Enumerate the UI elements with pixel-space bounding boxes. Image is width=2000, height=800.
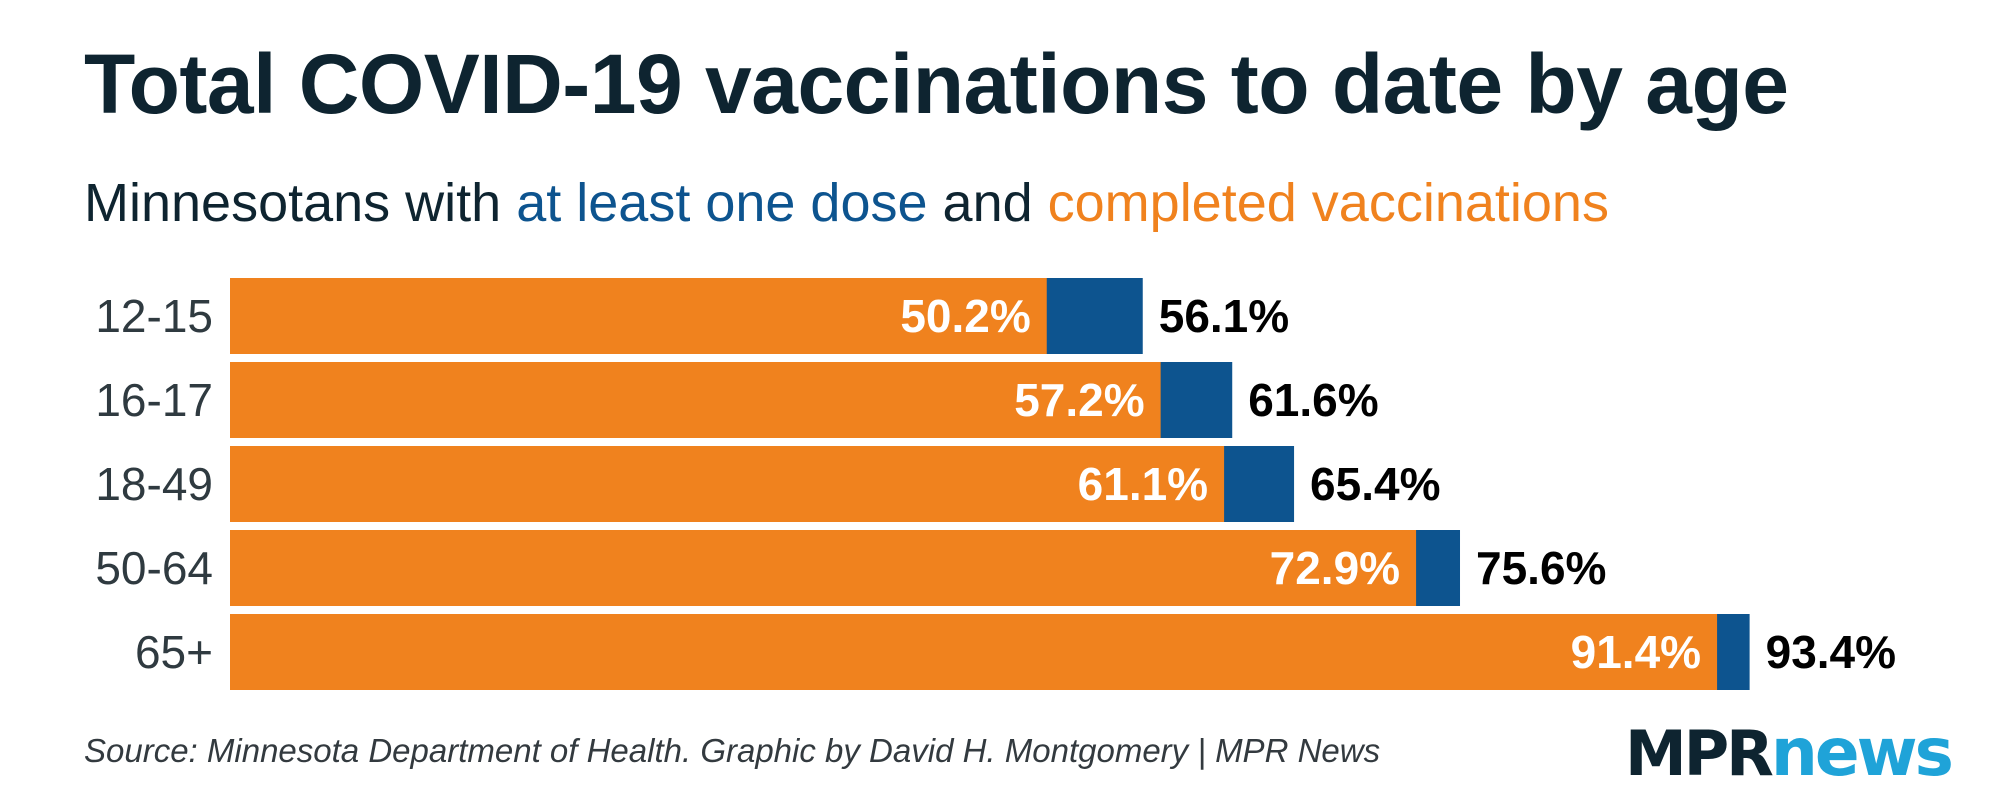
completed-value-label: 61.1%: [1078, 458, 1208, 510]
logo-mpr: MPR: [1625, 717, 1774, 790]
completed-value-label: 57.2%: [1014, 374, 1144, 426]
bar-completed-vaccinations: [230, 278, 1047, 354]
category-label: 16-17: [95, 374, 213, 426]
category-label: 12-15: [95, 290, 213, 342]
dose-value-label: 93.4%: [1766, 626, 1896, 678]
dose-value-label: 75.6%: [1476, 542, 1606, 594]
dose-value-label: 61.6%: [1248, 374, 1378, 426]
completed-value-label: 72.9%: [1270, 542, 1400, 594]
category-label: 18-49: [95, 458, 213, 510]
subtitle-prefix: Minnesotans with: [84, 173, 517, 233]
completed-value-label: 50.2%: [900, 290, 1030, 342]
logo-news: news: [1770, 714, 1954, 791]
mpr-news-logo: MPRnews: [1625, 720, 1954, 786]
bar-completed-vaccinations: [230, 614, 1718, 690]
completed-value-label: 91.4%: [1571, 626, 1701, 678]
source-note: Source: Minnesota Department of Health. …: [84, 732, 1381, 769]
dose-value-label: 65.4%: [1310, 458, 1440, 510]
category-label: 65+: [135, 626, 213, 678]
chart-subtitle: Minnesotans with at least one dose and c…: [84, 172, 1609, 234]
subtitle-series-completed: completed vaccinations: [1047, 173, 1609, 233]
bar-completed-vaccinations: [230, 446, 1225, 522]
category-label: 50-64: [95, 542, 213, 594]
subtitle-series-dose: at least one dose: [516, 173, 928, 233]
bar-completed-vaccinations: [230, 362, 1161, 438]
subtitle-middle: and: [927, 173, 1048, 233]
dose-value-label: 56.1%: [1159, 290, 1289, 342]
bar-completed-vaccinations: [230, 530, 1417, 606]
chart-title: Total COVID-19 vaccinations to date by a…: [84, 37, 1789, 131]
